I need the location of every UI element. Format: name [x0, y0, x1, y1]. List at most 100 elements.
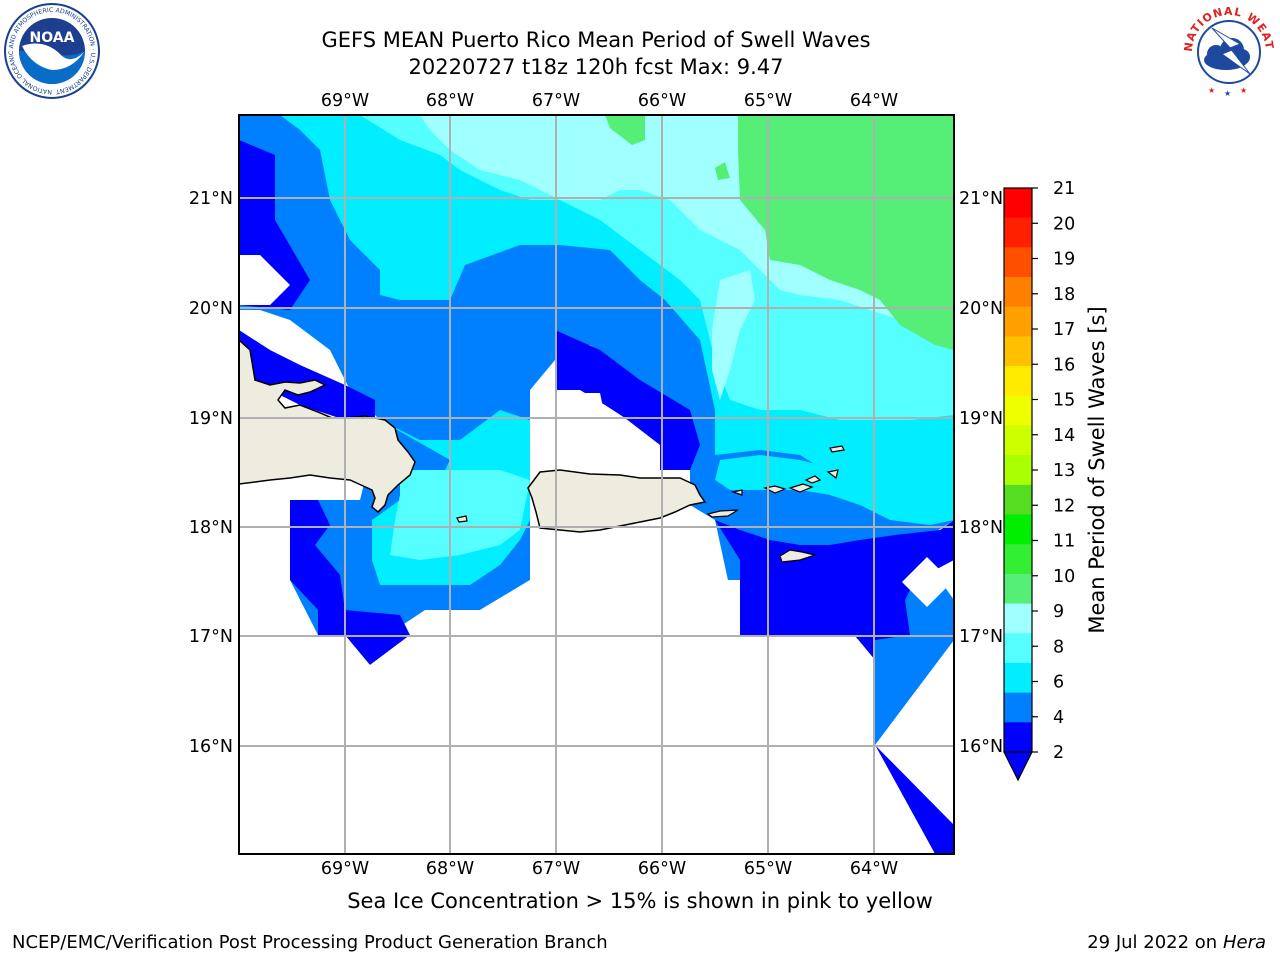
lon-label: 67°W	[532, 91, 580, 111]
svg-text:★: ★	[1240, 86, 1247, 95]
footer-credit: NCEP/EMC/Verification Post Processing Pr…	[12, 932, 608, 953]
lon-label: 65°W	[744, 91, 792, 111]
colorbar-band	[1004, 217, 1032, 248]
colorbar-band	[1004, 692, 1032, 723]
colorbar-band	[1004, 633, 1032, 664]
contour-8-9-mid	[712, 270, 755, 400]
colorbar-ticks: 21 20 19 18 17 16 15 14 13 12 11 10 9 8 6 4 2	[1032, 179, 1075, 763]
lon-label: 66°W	[638, 91, 686, 111]
colorbar-tick-label: 10	[1053, 567, 1075, 587]
sea-ice-caption: Sea Ice Concentration > 15% is shown in …	[347, 889, 933, 913]
colorbar-tick-label: 11	[1053, 532, 1075, 552]
contour-9-10-s	[715, 162, 730, 180]
colorbar-label: Mean Period of Swell Waves [s]	[1085, 306, 1109, 634]
colorbar-band	[1004, 366, 1032, 397]
colorbar-band	[1004, 455, 1032, 486]
colorbar-tick-label: 20	[1053, 214, 1075, 234]
lon-label: 67°W	[532, 859, 580, 879]
lat-label: 18°N	[959, 518, 1003, 538]
contour-below-2-npr	[555, 330, 700, 470]
colorbar-tick-label: 16	[1053, 355, 1075, 375]
lon-labels-top: 69°W 68°W 67°W 66°W 65°W 64°W	[321, 91, 898, 111]
colorbar-tick-label: 17	[1053, 320, 1075, 340]
lat-labels-left: 21°N 20°N 19°N 18°N 17°N 16°N	[189, 189, 233, 757]
hispaniola-land	[239, 338, 416, 514]
lon-label: 65°W	[744, 859, 792, 879]
saint-croix	[779, 549, 818, 563]
graticule	[239, 115, 954, 854]
puerto-rico-land	[527, 469, 707, 533]
svg-text:★: ★	[1208, 86, 1215, 95]
colorbar-tick-label: 4	[1053, 708, 1064, 728]
colorbar-tick-label: 12	[1053, 496, 1075, 516]
colorbar-band	[1004, 544, 1032, 575]
land	[239, 338, 845, 563]
lon-label: 64°W	[850, 859, 898, 879]
virgin-islands	[730, 445, 845, 496]
colorbar-tick-label: 2	[1053, 743, 1064, 763]
colorbar-tick-label: 6	[1053, 673, 1064, 693]
map-frame	[238, 114, 955, 855]
lat-label: 20°N	[959, 299, 1003, 319]
contour-below-2-se	[715, 520, 954, 854]
colorbar-band	[1004, 277, 1032, 308]
map-title: GEFS MEAN Puerto Rico Mean Period of Swe…	[321, 28, 871, 52]
footer-date: 29 Jul 2022 on Hera	[1087, 932, 1266, 953]
lat-label: 19°N	[959, 409, 1003, 429]
colorbar-band	[1004, 395, 1032, 427]
lat-label: 17°N	[189, 627, 233, 647]
colorbar-extend-min	[1003, 751, 1033, 782]
lon-label: 68°W	[426, 859, 474, 879]
colorbar-band	[1004, 188, 1032, 219]
colorbar-band	[1004, 603, 1032, 634]
colorbar-band	[1004, 247, 1032, 278]
land-mask-pr	[530, 393, 660, 475]
contour-4-6-east	[715, 455, 954, 525]
contour-6-8-south	[390, 470, 530, 560]
lat-label: 21°N	[959, 189, 1003, 209]
contour-below-2-nw	[239, 330, 375, 420]
colorbar-band	[1004, 722, 1032, 753]
colorbar-band	[1004, 306, 1032, 338]
colorbar-tick-label: 15	[1053, 391, 1075, 411]
lon-label: 69°W	[321, 859, 369, 879]
colorbar-tick-label: 18	[1053, 285, 1075, 305]
footer-machine: Hera	[1222, 932, 1266, 953]
lon-label: 66°W	[638, 859, 686, 879]
lon-label: 68°W	[426, 91, 474, 111]
lon-labels-bottom: 69°W 68°W 67°W 66°W 65°W 64°W	[321, 859, 898, 879]
swell-period-field	[239, 115, 954, 854]
mona-island	[456, 515, 468, 523]
land-mask-south-open	[239, 580, 935, 854]
contour-9-10-n	[605, 115, 645, 145]
contour-9-10	[738, 115, 954, 350]
lat-label: 16°N	[189, 737, 233, 757]
colorbar-band	[1004, 514, 1032, 545]
footer-date-text: 29 Jul 2022 on	[1087, 932, 1223, 953]
nws-logo: NATIONAL WEATHER SERVICE ★ ★ ★	[1178, 0, 1276, 99]
colorbar-tick-label: 21	[1053, 179, 1075, 199]
vieques	[706, 509, 739, 518]
colorbar-band	[1004, 573, 1032, 605]
map-subtitle: 20220727 t18z 120h fcst Max: 9.47	[408, 55, 784, 79]
colorbar-band	[1004, 425, 1032, 456]
lat-label: 19°N	[189, 409, 233, 429]
colorbar-tick-label: 8	[1053, 637, 1064, 657]
svg-text:NOAA: NOAA	[30, 30, 75, 46]
colorbar-band	[1004, 336, 1032, 367]
colorbar-tick-label: 19	[1053, 250, 1075, 270]
noaa-logo: NATIONAL OCEANIC AND ATMOSPHERIC ADMINIS…	[0, 0, 100, 99]
colorbar-tick-label: 13	[1053, 461, 1075, 481]
lon-label: 64°W	[850, 91, 898, 111]
lat-label: 17°N	[959, 627, 1003, 647]
lat-label: 18°N	[189, 518, 233, 538]
svg-text:★: ★	[1224, 89, 1231, 98]
lat-labels-right: 21°N 20°N 19°N 18°N 17°N 16°N	[959, 189, 1003, 757]
lat-label: 21°N	[189, 189, 233, 209]
land-mask-hispaniola-east	[239, 255, 290, 305]
lat-label: 16°N	[959, 737, 1003, 757]
colorbar-tick-label: 14	[1053, 426, 1075, 446]
lat-label: 20°N	[189, 299, 233, 319]
land-mask-east-island	[902, 557, 952, 607]
lon-label: 69°W	[321, 91, 369, 111]
